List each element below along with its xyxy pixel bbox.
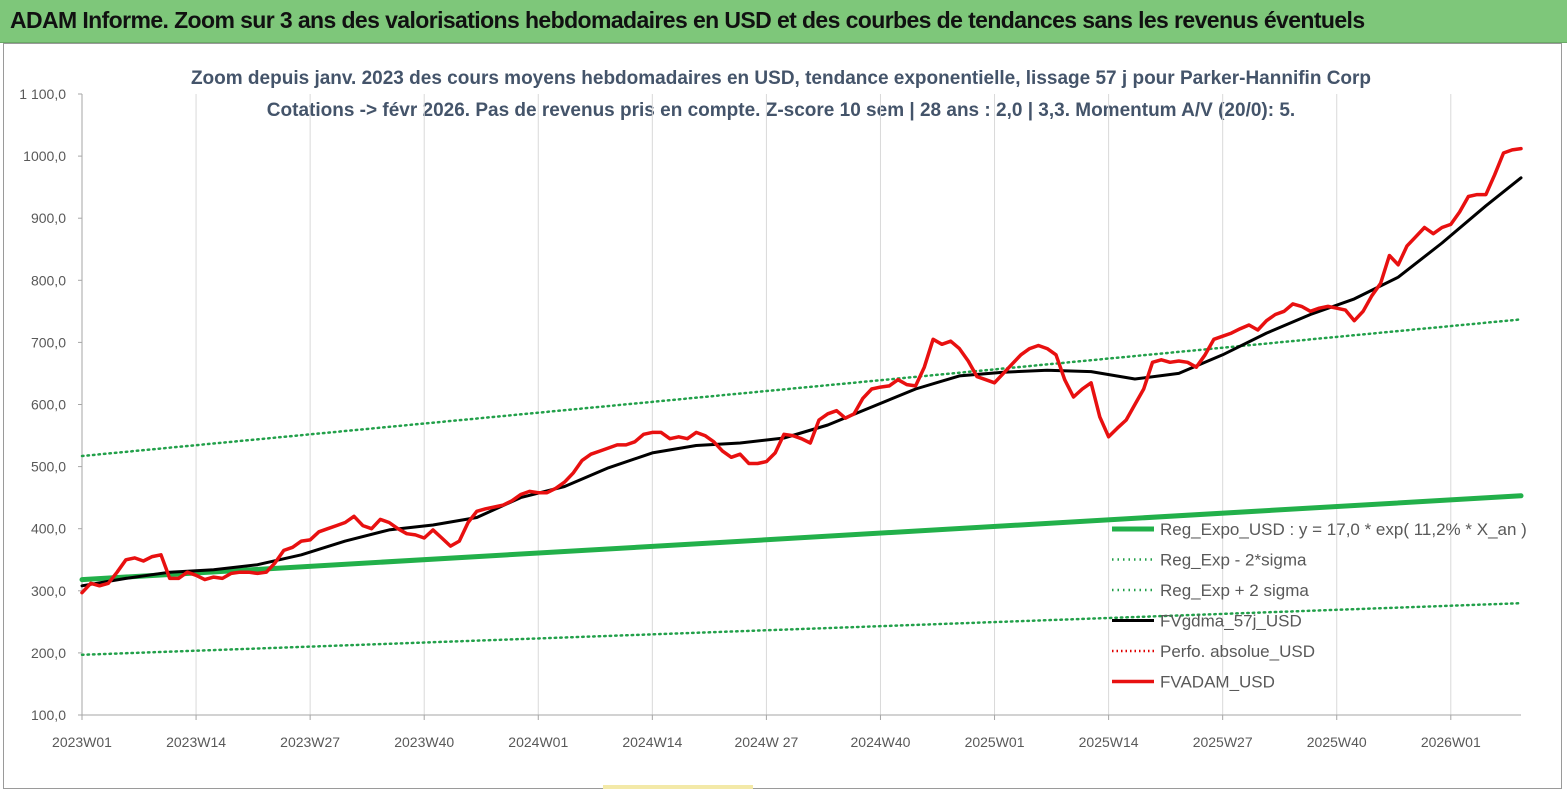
y-tick-label: 900,0 — [31, 210, 66, 226]
x-tick-label: 2026W01 — [1421, 734, 1481, 750]
x-tick-label: 2025W40 — [1307, 734, 1367, 750]
chart-frame — [3, 43, 1562, 789]
chart-subtitle-line2: Cotations -> févr 2026. Pas de revenus p… — [267, 100, 1295, 121]
x-tick-label: 2023W40 — [394, 734, 454, 750]
fvgdma-line — [80, 176, 1523, 588]
x-tick-label: 2024W40 — [851, 734, 911, 750]
report-header: ADAM Informe. Zoom sur 3 ans des valoris… — [0, 0, 1567, 43]
series-lines — [79, 146, 1524, 657]
fvadam-line — [80, 146, 1523, 595]
x-tick-label: 2025W01 — [965, 734, 1025, 750]
y-tick-label: 500,0 — [31, 459, 66, 475]
x-tick-label: 2024W 27 — [734, 734, 798, 750]
y-tick-label: 300,0 — [31, 583, 66, 599]
x-tick-label: 2024W14 — [622, 734, 682, 750]
legend-label: Reg_Exp + 2 sigma — [1160, 581, 1309, 600]
x-tick-label: 2025W27 — [1193, 734, 1253, 750]
legend-label: Perfo. absolue_USD — [1160, 642, 1315, 661]
bottom-strip — [603, 785, 753, 789]
y-tick-label: 1000,0 — [23, 148, 66, 164]
chart-subtitle-line1: Zoom depuis janv. 2023 des cours moyens … — [191, 68, 1371, 89]
chart-legend: Reg_Expo_USD : y = 17,0 * exp( 11,2% * X… — [1112, 520, 1527, 692]
legend-label: FVADAM_USD — [1160, 673, 1275, 692]
legend-label: FVgdma_57j_USD — [1160, 612, 1302, 631]
upper-sigma-line — [80, 318, 1523, 458]
regression-line — [79, 493, 1524, 583]
axes: 2023W01 2023W14 2023W27 2023W40 2024W01 2024W… — [19, 86, 1521, 750]
x-tick-label: 2023W27 — [280, 734, 340, 750]
legend-label: Reg_Expo_USD : y = 17,0 * exp( 11,2% * X… — [1160, 520, 1527, 539]
y-tick-label: 100,0 — [31, 707, 66, 723]
x-tick-label: 2023W01 — [52, 734, 112, 750]
y-tick-label: 400,0 — [31, 521, 66, 537]
x-tick-label: 2025W14 — [1079, 734, 1139, 750]
y-tick-label: 800,0 — [31, 272, 66, 288]
x-tick-label: 2023W14 — [166, 734, 226, 750]
report-title: ADAM Informe. Zoom sur 3 ans des valoris… — [10, 7, 1365, 33]
legend-label: Reg_Exp - 2*sigma — [1160, 551, 1307, 570]
y-tick-label: 600,0 — [31, 397, 66, 413]
lower-sigma-line — [80, 601, 1523, 657]
y-tick-label: 700,0 — [31, 334, 66, 350]
x-tick-label: 2024W01 — [508, 734, 568, 750]
y-tick-label: 1 100,0 — [19, 86, 66, 102]
y-tick-label: 200,0 — [31, 645, 66, 661]
